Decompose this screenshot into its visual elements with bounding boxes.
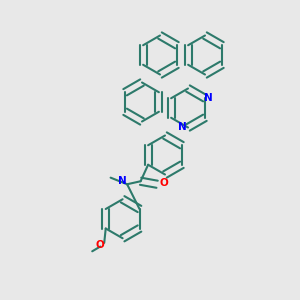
Text: N: N xyxy=(118,176,127,186)
Text: O: O xyxy=(95,240,104,250)
Text: O: O xyxy=(159,178,168,188)
Text: N: N xyxy=(203,93,212,103)
Text: N: N xyxy=(178,122,187,133)
